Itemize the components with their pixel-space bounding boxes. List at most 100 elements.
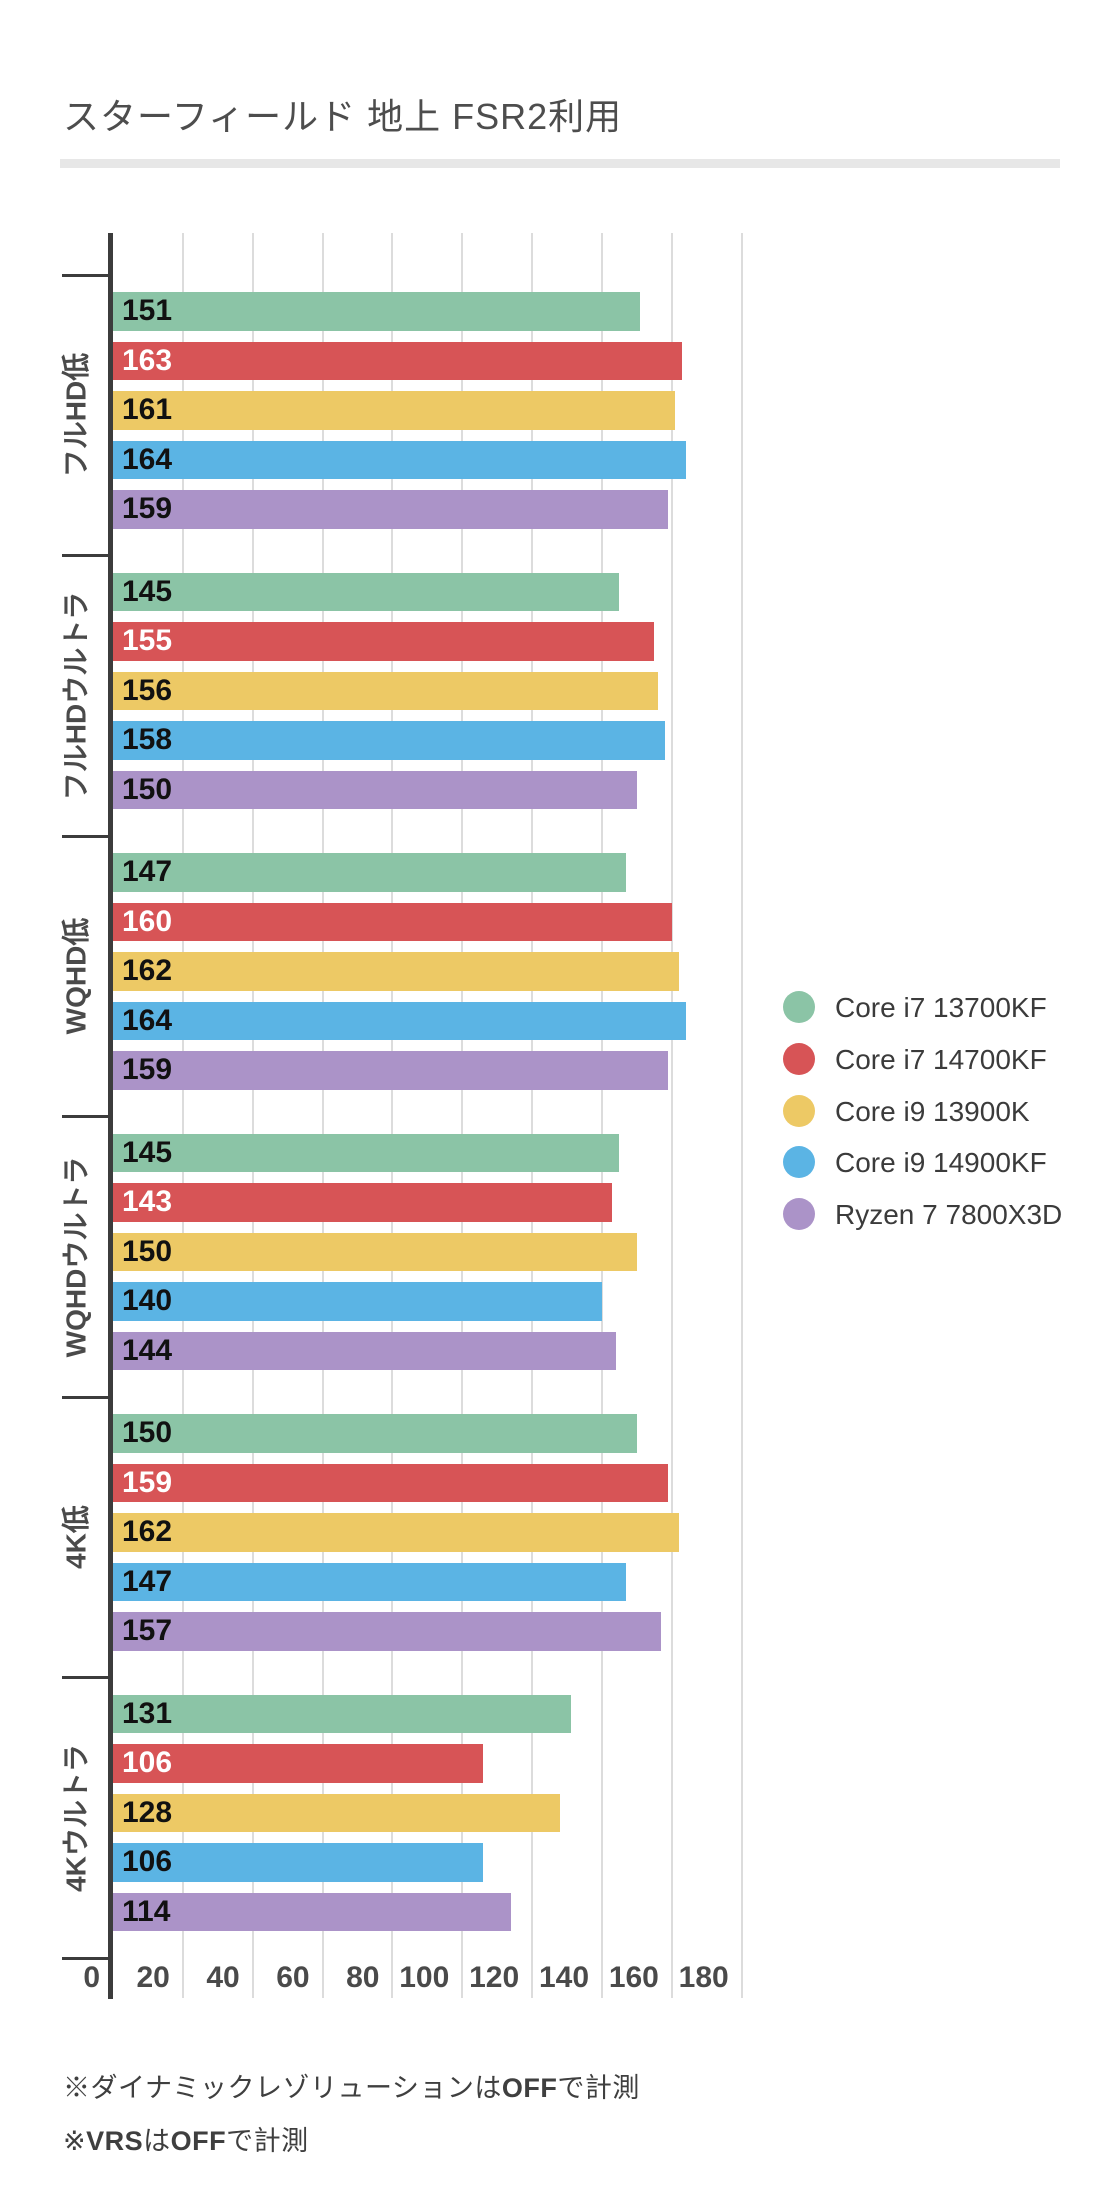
legend-swatch: [783, 1146, 815, 1179]
legend-item: Core i9 14900KF: [783, 1146, 1100, 1179]
x-axis-tick-label: 80: [346, 1961, 380, 1994]
category-tick: [62, 1956, 108, 1960]
bar: 161: [113, 391, 676, 430]
legend-swatch: [783, 1042, 815, 1075]
category-tick: [62, 1395, 108, 1399]
bar-value-label: 162: [122, 1515, 173, 1549]
gridline: [601, 233, 604, 1998]
title-divider: [60, 159, 1060, 168]
bar-value-label: 145: [122, 574, 173, 608]
legend-swatch: [783, 991, 815, 1023]
bar: 140: [113, 1282, 603, 1321]
bar: 158: [113, 721, 665, 760]
footnote-text: で計測: [226, 2126, 309, 2156]
bar: 114: [113, 1892, 512, 1931]
x-axis-tick-label: 20: [136, 1961, 170, 1994]
bar: 157: [113, 1612, 662, 1651]
category-tick: [62, 834, 108, 838]
bar: 159: [113, 1463, 669, 1502]
bar: 106: [113, 1843, 484, 1882]
x-axis-tick-label: 0: [83, 1961, 100, 1994]
bar: 151: [113, 292, 641, 331]
bar: 150: [113, 1232, 637, 1271]
bar-value-label: 114: [122, 1894, 171, 1928]
category-tick: [62, 273, 108, 277]
bar: 164: [113, 440, 686, 479]
x-axis-tick-label: 140: [538, 1961, 590, 1994]
bar-value-label: 144: [122, 1333, 173, 1367]
bar: 160: [113, 902, 672, 941]
bar: 145: [113, 1133, 620, 1172]
legend-item: Core i9 13900K: [783, 1094, 1100, 1127]
bar: 144: [113, 1331, 616, 1370]
bar-value-label: 159: [122, 492, 173, 526]
bar-value-label: 157: [122, 1614, 173, 1648]
bar-value-label: 128: [122, 1795, 173, 1829]
bar-value-label: 106: [122, 1845, 173, 1879]
bar-value-label: 159: [122, 1053, 173, 1087]
bar: 164: [113, 1001, 686, 1040]
footnote-line: ※VRSはOFFで計測: [63, 2119, 309, 2158]
bar: 143: [113, 1183, 613, 1222]
category-tick: [62, 1676, 108, 1679]
legend-swatch: [783, 1198, 815, 1230]
x-axis-tick-label: 120: [469, 1961, 520, 1994]
footnote-text: で計測: [557, 2073, 640, 2103]
bar: 150: [113, 770, 637, 809]
bar-value-label: 151: [122, 294, 173, 328]
legend-label: Core i7 13700KF: [835, 992, 1047, 1023]
bar-value-label: 143: [122, 1185, 173, 1219]
bar-value-label: 158: [122, 723, 173, 757]
bar-value-label: 140: [122, 1284, 173, 1318]
footnote-text: OFF: [170, 2126, 227, 2156]
x-axis-tick-label: 60: [276, 1961, 310, 1994]
bar-value-label: 147: [122, 855, 173, 889]
bar: 150: [113, 1414, 637, 1453]
footnote-text: OFF: [501, 2073, 558, 2103]
category-tick: [62, 1115, 108, 1118]
gridline: [670, 233, 673, 1998]
bar-value-label: 163: [122, 343, 173, 377]
bar-value-label: 147: [122, 1564, 173, 1598]
gridline: [391, 233, 394, 1998]
bar: 163: [113, 341, 683, 380]
footnote-text: VRS: [86, 2126, 144, 2156]
y-axis-category-label: 4Kウルトラ: [60, 1743, 91, 1892]
y-axis-line: [108, 233, 113, 1999]
y-axis-category-label: 4K低: [60, 1505, 91, 1570]
bar: 159: [113, 1051, 669, 1090]
gridline: [251, 233, 254, 1998]
y-axis-category-label: フルHDウルトラ: [60, 591, 91, 800]
bar-value-label: 156: [122, 673, 173, 707]
bar-value-label: 155: [122, 624, 173, 658]
bar: 147: [113, 853, 627, 892]
bar-value-label: 145: [122, 1135, 173, 1169]
gridline: [461, 233, 464, 1998]
bar-value-label: 131: [122, 1696, 173, 1730]
bar-value-label: 164: [122, 442, 173, 476]
x-axis-tick-label: 180: [678, 1961, 729, 1994]
bar-value-label: 150: [122, 1234, 173, 1268]
bar: 162: [113, 952, 679, 991]
footnote-line: ※ダイナミックレゾリューションはOFFで計測: [63, 2066, 640, 2105]
legend-item: Core i7 13700KF: [783, 991, 1100, 1023]
footnote-text: は: [143, 2126, 171, 2156]
bar-value-label: 160: [122, 904, 173, 938]
bar: 106: [113, 1744, 484, 1783]
legend-label: Core i9 13900K: [835, 1095, 1030, 1127]
gridline: [531, 233, 534, 1998]
bar-value-label: 150: [122, 772, 173, 806]
footnote-text: ※: [63, 2126, 87, 2156]
x-axis-tick-label: 160: [608, 1961, 659, 1994]
legend-label: Ryzen 7 7800X3D: [835, 1199, 1063, 1230]
x-axis-tick-label: 40: [206, 1961, 240, 1994]
legend-swatch: [783, 1094, 815, 1127]
footnote-text: ※ダイナミックレゾリューションは: [63, 2073, 502, 2103]
bar: 159: [113, 490, 669, 529]
legend-item: Ryzen 7 7800X3D: [783, 1198, 1100, 1230]
legend-label: Core i9 14900KF: [835, 1147, 1047, 1179]
y-axis-category-label: WQHDウルトラ: [60, 1156, 91, 1358]
legend-item: Core i7 14700KF: [783, 1042, 1100, 1075]
